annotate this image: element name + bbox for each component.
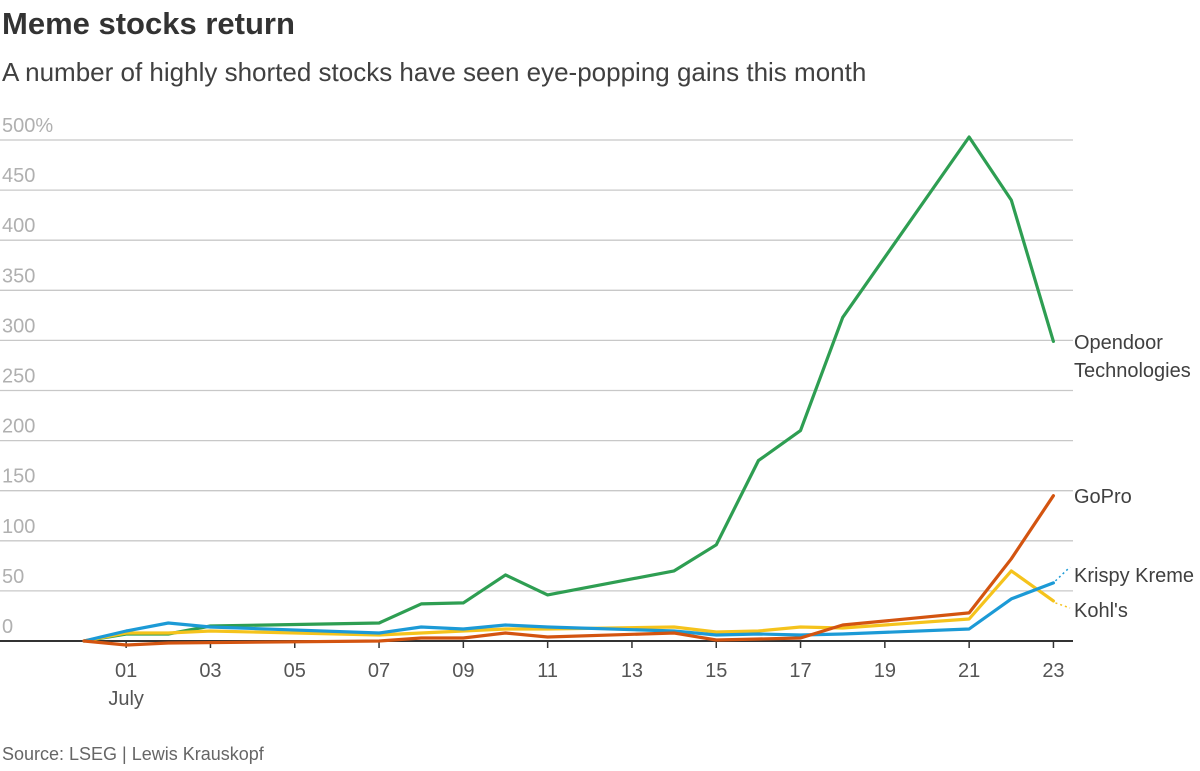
y-tick-label: 350: [2, 265, 35, 287]
y-tick-label: 500%: [2, 115, 53, 137]
x-tick-label: 23: [1042, 660, 1064, 682]
y-tick-label: 0: [2, 616, 13, 638]
x-tick-sublabel: July: [108, 688, 144, 710]
series-labels: Opendoor Technologies GoPro Krispy Kreme Koh…: [1054, 332, 1194, 622]
x-tick-label: 01: [115, 660, 137, 682]
x-tick-label: 05: [284, 660, 306, 682]
y-tick-label: 450: [2, 165, 35, 187]
series-lines: [82, 135, 1056, 647]
series-label: Opendoor: [1074, 332, 1163, 354]
gridlines: [0, 139, 1073, 642]
x-axis-ticks: 01 03 05 07 09 11 13 15 17 19 21 23 July: [108, 641, 1065, 710]
series-label: Kohl's: [1074, 600, 1128, 622]
series-line-gopro: [82, 494, 1056, 647]
x-tick-label: 19: [874, 660, 896, 682]
x-tick-label: 17: [789, 660, 811, 682]
y-tick-label: 200: [2, 416, 35, 438]
series-label: Technologies: [1074, 360, 1191, 382]
leader-line: [1054, 566, 1071, 582]
series-line-krispy-kreme: [82, 581, 1056, 643]
x-tick-label: 07: [368, 660, 390, 682]
y-axis-ticks: 500% 450 400 350 300 250 200 150 100 50 0: [2, 115, 53, 638]
series-label: Krispy Kreme: [1074, 565, 1194, 587]
x-tick-label: 15: [705, 660, 727, 682]
y-tick-label: 100: [2, 516, 35, 538]
y-tick-label: 250: [2, 366, 35, 388]
x-tick-label: 03: [199, 660, 221, 682]
x-tick-label: 21: [958, 660, 980, 682]
series-line-kohl-s: [82, 569, 1056, 643]
source-note: Source: LSEG | Lewis Krauskopf: [2, 744, 264, 764]
y-tick-label: 150: [2, 466, 35, 488]
chart-title: Meme stocks return: [2, 6, 295, 41]
series-line-opendoor-technologies: [82, 135, 1056, 643]
chart-subtitle: A number of highly shorted stocks have s…: [2, 57, 867, 87]
y-tick-label: 50: [2, 566, 24, 588]
leader-line: [1055, 602, 1071, 609]
y-tick-label: 400: [2, 215, 35, 237]
y-tick-label: 300: [2, 315, 35, 337]
x-tick-label: 09: [452, 660, 474, 682]
x-tick-label: 11: [537, 660, 558, 682]
x-tick-label: 13: [621, 660, 643, 682]
series-label: GoPro: [1074, 486, 1132, 508]
